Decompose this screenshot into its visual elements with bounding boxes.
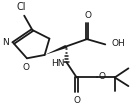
Text: O: O [73,96,80,105]
Text: Cl: Cl [17,2,26,12]
Text: O: O [99,72,106,81]
Text: O: O [84,11,91,20]
Text: HN: HN [52,59,65,68]
Text: N: N [2,38,9,47]
Text: OH: OH [111,39,125,48]
Text: O: O [22,63,29,72]
Polygon shape [45,45,67,55]
